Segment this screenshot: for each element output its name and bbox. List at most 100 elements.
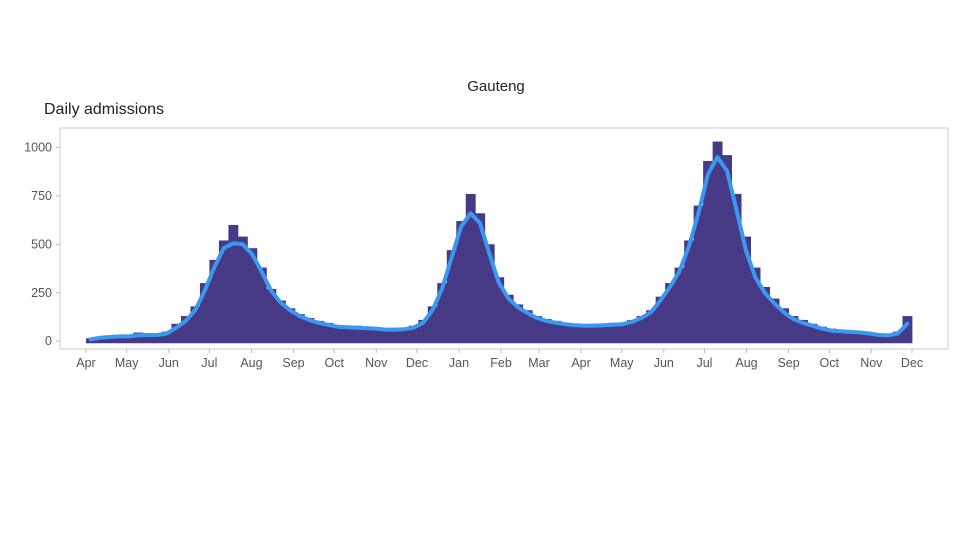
x-tick-label: Jul [201, 356, 217, 370]
bar [142, 333, 153, 344]
bar [332, 325, 343, 344]
bar [902, 316, 913, 344]
bar [779, 308, 789, 344]
bar [798, 319, 808, 344]
x-tick-label: Apr [76, 356, 95, 370]
bar [123, 335, 134, 344]
x-tick-label: Jul [696, 356, 712, 370]
bar [684, 240, 695, 344]
bar [693, 205, 704, 344]
bar [541, 318, 552, 344]
bar [237, 236, 248, 344]
x-tick-label: Feb [490, 356, 512, 370]
bar [256, 267, 267, 344]
x-tick-label: May [115, 356, 139, 370]
bar [247, 248, 258, 344]
bar [399, 327, 410, 344]
bar [465, 193, 476, 344]
bar [636, 316, 647, 344]
bar [874, 333, 884, 344]
y-tick-label: 500 [31, 237, 52, 251]
bar [703, 160, 714, 344]
x-tick-label: May [610, 356, 634, 370]
x-tick-label: Sep [777, 356, 799, 370]
bar [826, 328, 837, 344]
bar [389, 328, 400, 344]
bar [418, 319, 429, 344]
bar [579, 324, 590, 344]
bar [342, 325, 353, 344]
bar [475, 213, 486, 344]
bar [323, 322, 334, 344]
bar [266, 288, 277, 344]
bar [522, 310, 533, 344]
x-tick-label: Aug [735, 356, 757, 370]
bar [807, 323, 818, 344]
bar [731, 193, 742, 344]
bar [836, 329, 846, 344]
x-tick-label: Nov [860, 356, 883, 370]
bar [494, 277, 505, 344]
bar [171, 323, 182, 344]
bar [380, 328, 391, 344]
bar [788, 316, 799, 344]
x-tick-label: Oct [324, 356, 344, 370]
y-tick-label: 1000 [24, 140, 52, 154]
x-tick-label: Jun [654, 356, 674, 370]
bar [570, 323, 581, 344]
bar [104, 336, 115, 344]
bar [161, 331, 172, 344]
series-line [88, 155, 910, 342]
bar [608, 322, 619, 344]
bar [456, 221, 467, 344]
bar [646, 310, 657, 344]
bar [209, 259, 220, 344]
x-tick-label: Nov [365, 356, 388, 370]
bar [817, 326, 827, 344]
bar [722, 155, 733, 344]
bar [655, 296, 666, 344]
bar [180, 316, 191, 344]
bar [199, 283, 210, 344]
bar [560, 322, 571, 344]
y-tick-label: 750 [31, 189, 52, 203]
y-axis-label: Daily admissions [44, 101, 165, 118]
bar [674, 267, 685, 344]
y-tick-label: 0 [45, 334, 52, 348]
chart-title: Gauteng [467, 78, 525, 95]
bar [152, 333, 163, 344]
bar [893, 331, 903, 344]
bar [218, 240, 229, 344]
bar [285, 308, 296, 344]
bar [370, 327, 381, 344]
bar [437, 283, 448, 344]
bar [855, 331, 865, 344]
y-tick-label: 250 [31, 286, 52, 300]
x-tick-label: Aug [240, 356, 262, 370]
bar [95, 336, 106, 344]
bar [228, 224, 239, 344]
x-tick-label: Sep [282, 356, 304, 370]
x-tick-label: Apr [571, 356, 590, 370]
bar [760, 286, 770, 344]
bar [532, 316, 543, 344]
x-tick-label: Jun [159, 356, 179, 370]
bar [617, 322, 628, 344]
bar [133, 332, 144, 344]
bar [294, 314, 305, 344]
bar [741, 236, 751, 344]
bar [845, 330, 856, 344]
x-tick-label: Dec [406, 356, 428, 370]
x-tick-label: Dec [901, 356, 923, 370]
bar [446, 250, 457, 344]
bar [627, 319, 638, 344]
bar [114, 335, 125, 344]
bar [361, 326, 372, 344]
x-tick-label: Mar [528, 356, 550, 370]
x-tick-label: Jan [449, 356, 469, 370]
bar [883, 333, 894, 344]
bar [484, 244, 495, 344]
bar [551, 320, 562, 344]
bar [304, 317, 315, 344]
